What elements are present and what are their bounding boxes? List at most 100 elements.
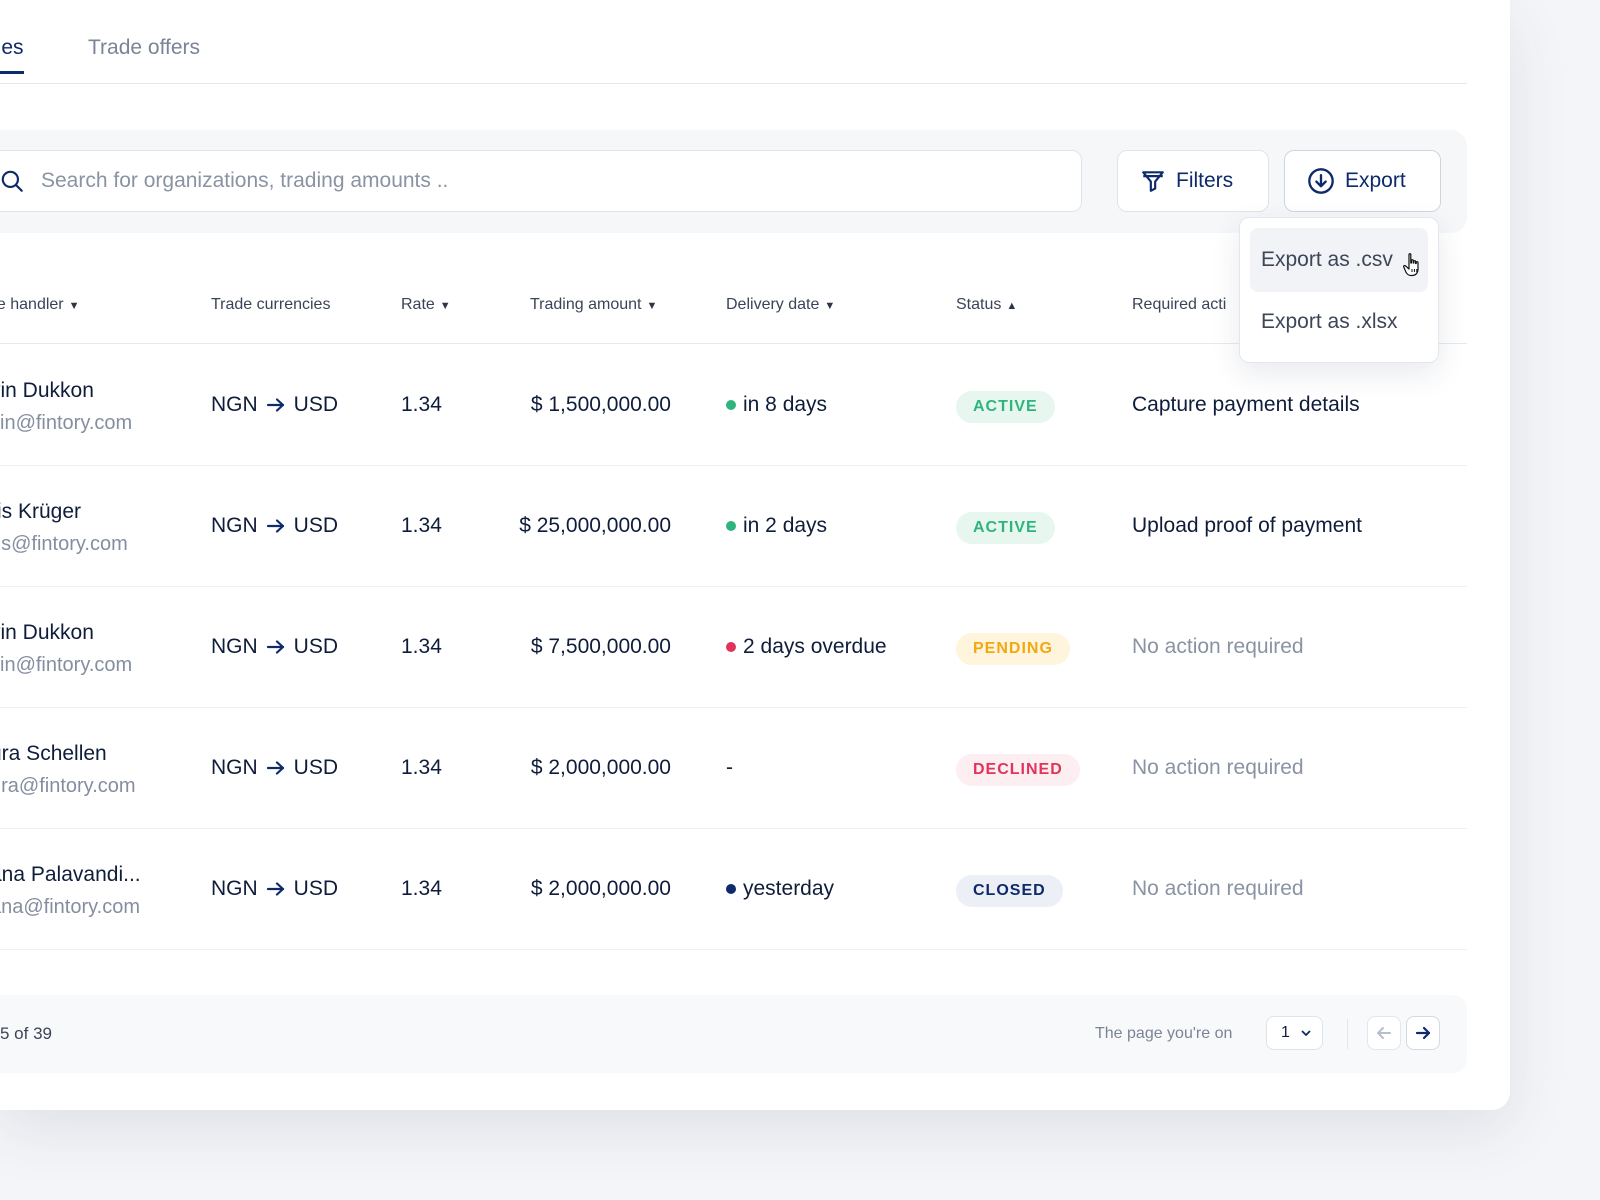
status-badge: ACTIVE	[956, 512, 1055, 544]
column-trade-currencies: Trade currencies	[211, 296, 330, 314]
required-action: No action required	[1132, 756, 1304, 779]
rate-value: 1.34	[401, 514, 442, 537]
currency-to: USD	[293, 635, 339, 658]
table-row[interactable]: ana Palavandi... ana@fintory.com NGN USD 1.3…	[0, 829, 1467, 950]
column-trade-handler[interactable]: de handler ▼	[0, 296, 80, 314]
trade-currencies: NGN USD	[211, 393, 338, 417]
toolbar: Filters Export	[0, 130, 1467, 233]
export-button[interactable]: Export	[1284, 150, 1441, 212]
column-trade-currencies-label: Trade currencies	[211, 296, 331, 313]
tab-bar: ades Trade offers	[0, 0, 1467, 84]
status-badge: CLOSED	[956, 875, 1063, 907]
arrow-right-icon	[266, 640, 284, 654]
column-trading-amount[interactable]: Trading amount ▼	[530, 296, 657, 314]
rate-value: 1.34	[401, 393, 442, 416]
column-delivery-date[interactable]: Delivery date ▼	[726, 296, 835, 314]
table-row[interactable]: vin Dukkon vin@fintory.com NGN USD 1.34 $ 1,5…	[0, 345, 1467, 466]
sort-down-icon: ▼	[68, 300, 80, 312]
currency-to: USD	[293, 514, 339, 537]
rate-value: 1.34	[401, 756, 442, 779]
filters-label: Filters	[1176, 169, 1234, 192]
trade-currencies: NGN USD	[211, 514, 338, 538]
current-page: 1	[1281, 1024, 1290, 1041]
tab-trade-offers[interactable]: Trade offers	[88, 36, 201, 59]
table-row[interactable]: ura Schellen ura@fintory.com NGN USD 1.34 $ 2…	[0, 708, 1467, 829]
results-range: 5 of 39	[0, 1024, 52, 1043]
page-label: The page you're on	[1095, 1025, 1233, 1042]
export-label: Export	[1345, 169, 1406, 192]
table-row[interactable]: vin Dukkon vin@fintory.com NGN USD 1.34 $ 7,5…	[0, 587, 1467, 708]
required-action[interactable]: Upload proof of payment	[1132, 514, 1362, 537]
column-rate[interactable]: Rate ▼	[401, 296, 451, 314]
arrow-left-icon	[1377, 1027, 1391, 1039]
column-required-action-label: Required acti	[1132, 296, 1227, 313]
delivery-status-dot	[726, 642, 736, 652]
required-action: No action required	[1132, 877, 1304, 900]
handler-name: ris Krüger	[0, 500, 82, 523]
required-action: No action required	[1132, 635, 1304, 658]
export-csv-item[interactable]: Export as .csv	[1250, 228, 1428, 292]
search-input[interactable]	[41, 151, 1041, 211]
page-select[interactable]: 1	[1266, 1016, 1323, 1050]
handler-email: vin@fintory.com	[0, 654, 133, 676]
table-row[interactable]: ris Krüger ris@fintory.com NGN USD 1.34 $ 25,…	[0, 466, 1467, 587]
arrow-right-icon	[266, 519, 284, 533]
trading-amount: $ 25,000,000.00	[519, 514, 671, 537]
currency-from: NGN	[211, 393, 258, 416]
column-delivery-date-label: Delivery date	[726, 296, 820, 313]
delivery-status-dot	[726, 521, 736, 531]
export-csv-label: Export as .csv	[1261, 248, 1393, 271]
export-xlsx-item[interactable]: Export as .xlsx	[1261, 310, 1398, 333]
delivery-date-text: yesterday	[743, 877, 835, 900]
column-status[interactable]: Status ▲	[956, 296, 1017, 314]
delivery-date: yesterday	[726, 877, 834, 901]
currency-from: NGN	[211, 635, 258, 658]
tab-trades[interactable]: ades	[0, 36, 24, 74]
column-trade-handler-label: de handler	[0, 296, 64, 313]
currency-from: NGN	[211, 514, 258, 537]
previous-page-button[interactable]	[1367, 1016, 1401, 1050]
trading-amount: $ 7,500,000.00	[530, 635, 671, 658]
delivery-date: in 2 days	[726, 514, 827, 538]
currency-to: USD	[293, 756, 339, 779]
hand-cursor-icon	[1403, 253, 1419, 277]
status-badge: ACTIVE	[956, 391, 1055, 423]
delivery-date: in 8 days	[726, 393, 827, 417]
column-required-action: Required acti	[1132, 296, 1226, 314]
search-icon	[1, 170, 23, 192]
arrow-right-icon	[266, 398, 284, 412]
required-action[interactable]: Capture payment details	[1132, 393, 1360, 416]
arrow-right-icon	[266, 761, 284, 775]
trade-currencies: NGN USD	[211, 756, 338, 780]
download-circle-icon	[1308, 168, 1334, 194]
currency-from: NGN	[211, 756, 258, 779]
trading-amount: $ 2,000,000.00	[530, 877, 671, 900]
filters-button[interactable]: Filters	[1117, 150, 1269, 212]
status-badge: DECLINED	[956, 754, 1080, 786]
delivery-date: -	[726, 756, 733, 780]
column-rate-label: Rate	[401, 296, 435, 313]
pagination-divider	[1347, 1019, 1348, 1049]
trades-card: ades Trade offers Filters Export	[0, 0, 1510, 1110]
sort-down-icon: ▼	[439, 300, 451, 312]
search-box	[0, 150, 1082, 212]
currency-to: USD	[293, 877, 339, 900]
arrow-right-icon	[1415, 1026, 1431, 1040]
delivery-date: 2 days overdue	[726, 635, 887, 659]
next-page-button[interactable]	[1406, 1016, 1440, 1050]
handler-name: ana Palavandi...	[0, 863, 141, 886]
delivery-date-text: in 2 days	[743, 514, 828, 537]
handler-email: vin@fintory.com	[0, 412, 133, 434]
handler-name: vin Dukkon	[0, 621, 94, 644]
sort-down-icon: ▼	[646, 300, 658, 312]
currency-from: NGN	[211, 877, 258, 900]
trade-currencies: NGN USD	[211, 877, 338, 901]
handler-email: ura@fintory.com	[0, 775, 136, 797]
handler-email: ana@fintory.com	[0, 896, 140, 918]
trading-amount: $ 1,500,000.00	[530, 393, 671, 416]
trading-amount: $ 2,000,000.00	[530, 756, 671, 779]
rate-value: 1.34	[401, 635, 442, 658]
delivery-status-dot	[726, 884, 736, 894]
delivery-date-text: 2 days overdue	[743, 635, 887, 658]
export-menu: Export as .csv Export as .xlsx	[1239, 217, 1439, 363]
